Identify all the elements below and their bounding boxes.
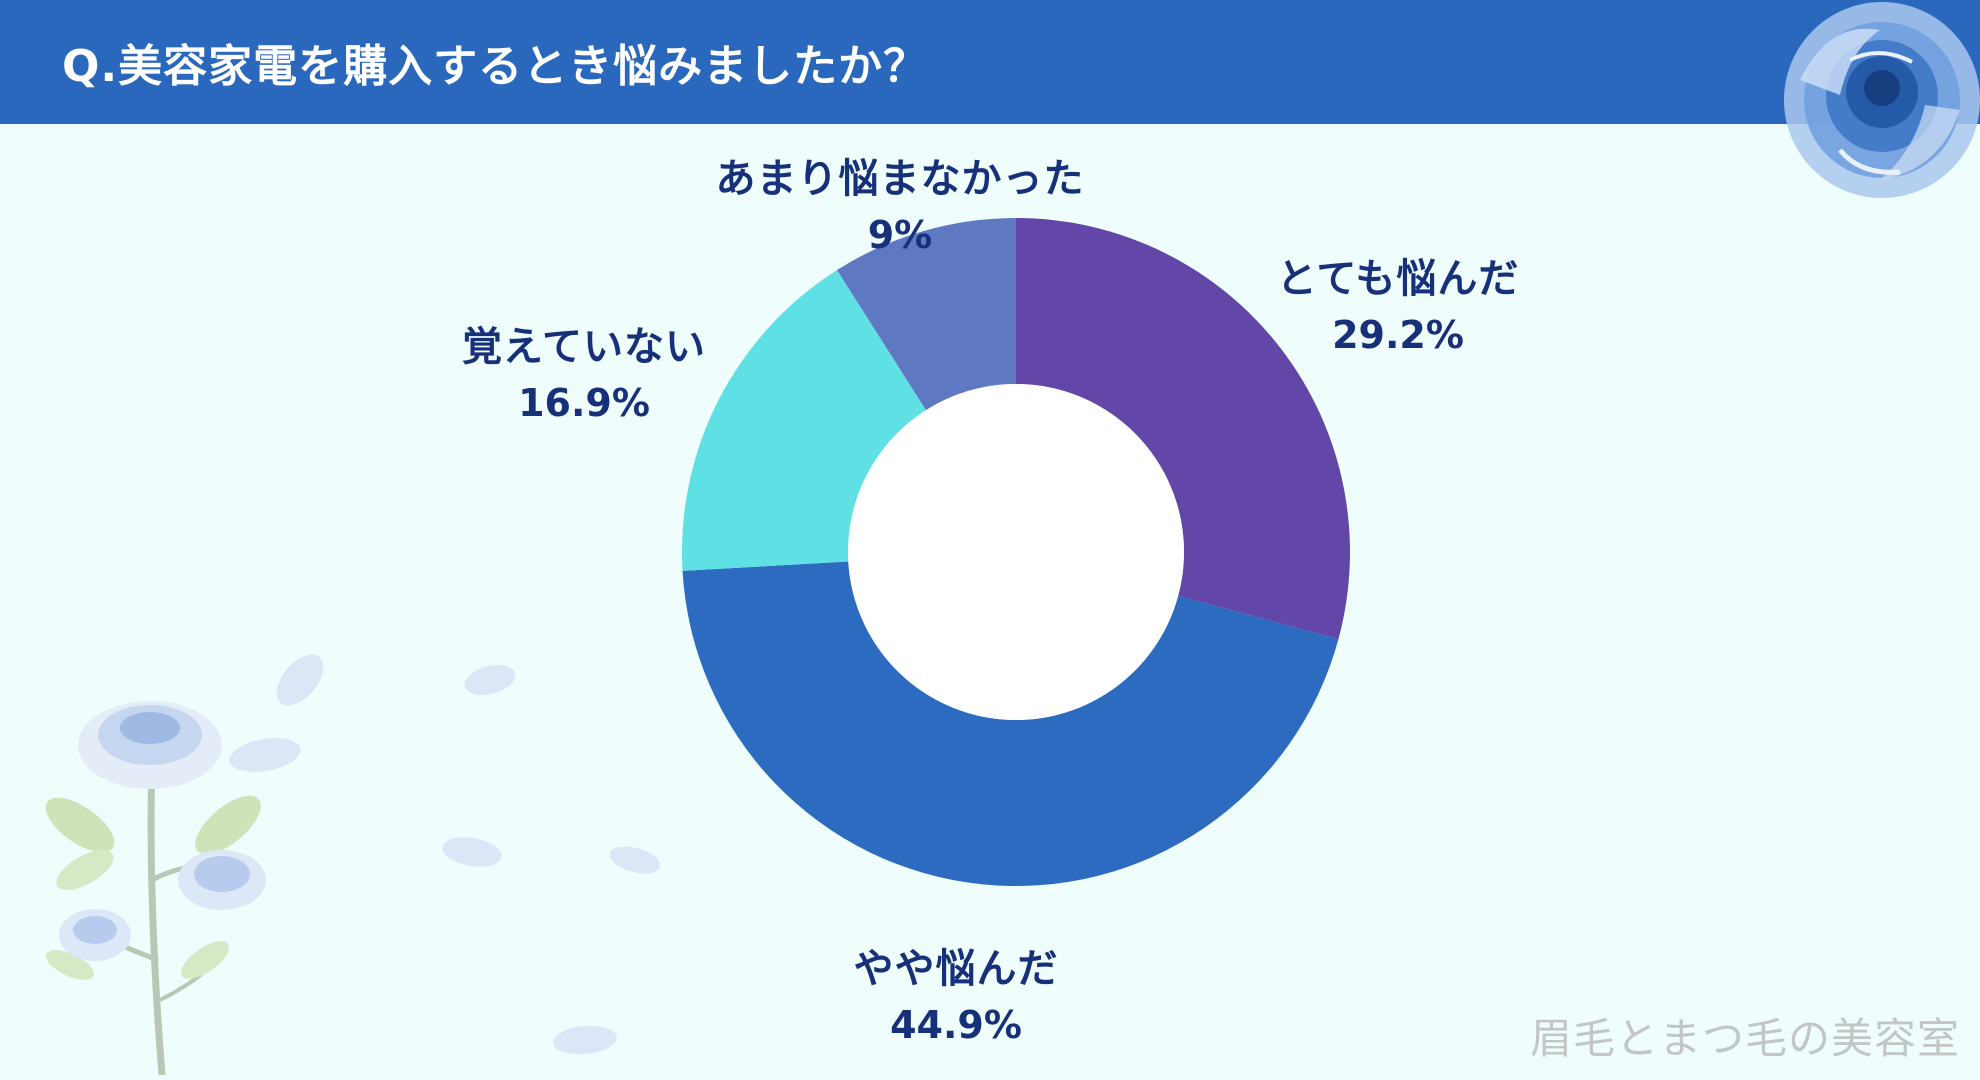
donut-slice-0 — [1016, 218, 1351, 640]
header-bar: Q.美容家電を購入するとき悩みましたか？ — [0, 0, 1980, 124]
slice-label-name: とても悩んだ — [1276, 256, 1520, 302]
donut-slice-3 — [837, 218, 1016, 411]
slice-label-value: 29.2% — [1332, 313, 1464, 357]
slice-label-oboete: 覚えていない 16.9% — [462, 318, 706, 431]
slice-label-totemo: とても悩んだ 29.2% — [1277, 250, 1520, 363]
page-title: Q.美容家電を購入するとき悩みましたか？ — [62, 41, 929, 92]
slice-label-name: 覚えていない — [462, 324, 706, 370]
donut-slice-1 — [682, 561, 1339, 886]
slice-label-value: 16.9% — [518, 381, 650, 425]
slice-label-name: やや悩んだ — [853, 946, 1059, 992]
slice-label-amari: あまり悩まなかった 9% — [716, 150, 1085, 263]
slice-label-name: あまり悩まなかった — [715, 156, 1085, 202]
slice-label-value: 44.9% — [890, 1003, 1022, 1047]
donut-slice-2 — [682, 269, 926, 571]
slice-label-value: 9% — [867, 213, 933, 257]
donut-slices — [682, 218, 1351, 886]
watermark: 眉毛とまつ毛の美容室 — [1529, 1014, 1960, 1063]
donut-hole — [848, 384, 1184, 720]
slice-label-yaya: やや悩んだ 44.9% — [854, 940, 1059, 1053]
